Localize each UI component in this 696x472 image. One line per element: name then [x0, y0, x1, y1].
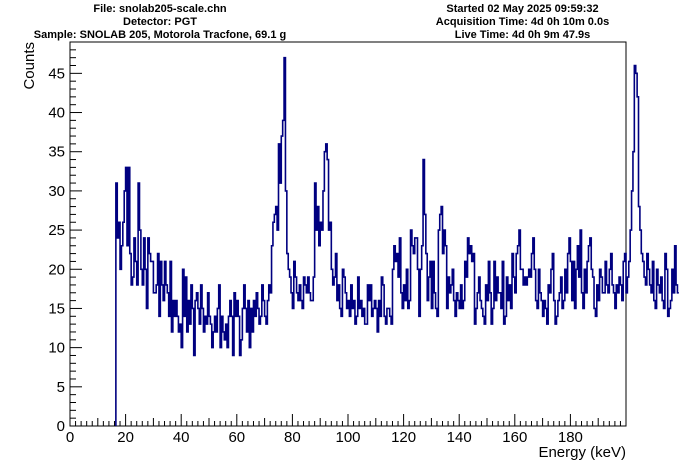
x-tick-label: 40 [173, 429, 190, 446]
header-left: File: snolab205-scale.chn Detector: PGT … [0, 3, 320, 42]
x-tick-label: 140 [447, 429, 472, 446]
plot-frame [69, 41, 627, 427]
y-tick-label: 25 [48, 222, 65, 239]
tick-labels: 0 20 40 60 80 100 120 140 160 180 0 5 10 15 20 25 30 35 40… [48, 65, 583, 446]
header-right: Started 02 May 2025 09:59:32 Acquisition… [405, 3, 640, 42]
y-tick-label: 5 [57, 379, 65, 396]
y-tick-label: 40 [48, 105, 65, 122]
x-tick-label: 0 [66, 429, 74, 446]
x-tick-label: 60 [228, 429, 245, 446]
x-tick-label: 100 [335, 429, 360, 446]
y-tick-label: 15 [48, 300, 65, 317]
tick-marks [69, 41, 627, 427]
started-label: Started 02 May 2025 09:59:32 [446, 3, 599, 15]
detector-label: Detector: PGT [123, 16, 197, 28]
y-tick-label: 45 [48, 65, 65, 82]
y-tick-label: 30 [48, 183, 65, 200]
live-time-label: Live Time: 4d 0h 9m 47.9s [454, 29, 591, 41]
x-axis-label: Energy (keV) [538, 444, 626, 461]
y-tick-label: 35 [48, 144, 65, 161]
axes [69, 41, 627, 427]
x-tick-label: 80 [284, 429, 301, 446]
series-line [115, 56, 679, 426]
x-tick-label: 20 [117, 429, 134, 446]
x-tick-label: 160 [502, 429, 527, 446]
y-tick-label: 0 [57, 418, 65, 435]
acquisition-time-label: Acquisition Time: 4d 0h 10m 0.0s [435, 16, 610, 28]
file-label: File: snolab205-scale.chn [93, 3, 227, 15]
y-tick-label: 10 [48, 340, 65, 357]
x-tick-label: 120 [391, 429, 416, 446]
x-tick-label: 180 [558, 429, 583, 446]
y-axis-label: Counts [21, 42, 38, 90]
sample-label: Sample: SNOLAB 205, Motorola Tracfone, 6… [33, 29, 287, 41]
y-tick-label: 20 [48, 261, 65, 278]
